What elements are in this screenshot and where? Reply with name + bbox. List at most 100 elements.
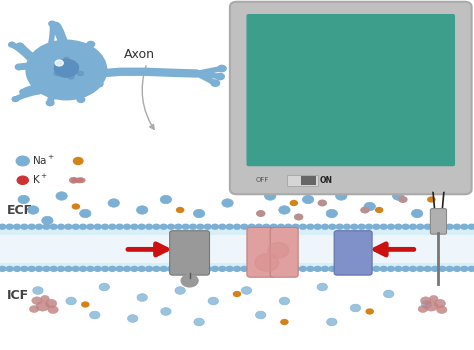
Circle shape [318,199,327,206]
FancyBboxPatch shape [230,2,472,194]
Circle shape [255,224,263,230]
Circle shape [79,178,85,183]
Circle shape [57,266,65,272]
Circle shape [350,266,358,272]
Circle shape [255,311,266,319]
Circle shape [343,224,351,230]
Circle shape [364,202,375,211]
Circle shape [18,195,29,204]
Circle shape [306,266,315,272]
Circle shape [372,266,381,272]
Circle shape [0,224,7,230]
Circle shape [379,224,388,230]
Circle shape [49,224,58,230]
Circle shape [218,266,227,272]
Circle shape [49,266,58,272]
Circle shape [145,266,153,272]
Circle shape [327,318,337,326]
Circle shape [79,266,87,272]
Circle shape [54,71,60,76]
Circle shape [328,224,337,230]
Circle shape [16,43,24,49]
Circle shape [77,97,85,103]
Circle shape [233,224,241,230]
Bar [0,249,474,270]
Circle shape [71,178,78,183]
Circle shape [189,266,197,272]
Circle shape [431,224,439,230]
Circle shape [42,224,51,230]
Circle shape [326,209,337,218]
Circle shape [57,224,65,230]
Circle shape [387,266,395,272]
Circle shape [357,266,366,272]
Circle shape [427,196,436,203]
Circle shape [59,64,64,69]
Circle shape [174,224,182,230]
Circle shape [16,156,29,166]
Circle shape [29,306,39,313]
Circle shape [32,297,42,304]
Circle shape [20,224,28,230]
Circle shape [13,266,21,272]
Circle shape [167,266,175,272]
Circle shape [365,266,373,272]
Circle shape [161,308,171,315]
Circle shape [284,224,292,230]
Circle shape [123,266,131,272]
Circle shape [350,304,361,312]
Text: ON: ON [320,176,333,185]
Circle shape [336,266,344,272]
Circle shape [72,266,80,272]
Circle shape [233,266,241,272]
Circle shape [42,216,53,225]
Text: Na$^+$: Na$^+$ [32,154,55,167]
Circle shape [159,266,168,272]
Bar [301,176,316,185]
Circle shape [72,224,80,230]
Circle shape [387,224,395,230]
FancyBboxPatch shape [170,231,210,275]
Circle shape [401,224,410,230]
Circle shape [379,266,388,272]
Circle shape [394,224,402,230]
Circle shape [48,306,58,314]
Circle shape [55,60,63,66]
Circle shape [226,266,234,272]
Circle shape [269,266,278,272]
Circle shape [365,224,373,230]
Circle shape [196,224,205,230]
Circle shape [108,266,117,272]
Circle shape [79,224,87,230]
Circle shape [416,224,425,230]
Circle shape [240,266,248,272]
Circle shape [64,266,73,272]
Circle shape [101,224,109,230]
Circle shape [360,206,370,214]
Circle shape [86,224,95,230]
Circle shape [241,287,252,294]
FancyBboxPatch shape [246,14,455,166]
Circle shape [299,266,307,272]
Circle shape [68,75,74,79]
Circle shape [12,97,19,102]
Circle shape [41,295,49,302]
Circle shape [101,266,109,272]
Circle shape [26,40,107,100]
Text: Axon: Axon [124,48,155,61]
Circle shape [290,200,298,206]
Circle shape [115,224,124,230]
Circle shape [20,89,27,95]
Circle shape [56,192,67,200]
Circle shape [262,266,271,272]
Circle shape [268,243,289,258]
Circle shape [343,266,351,272]
Circle shape [52,22,59,28]
Circle shape [108,199,119,207]
Circle shape [247,266,256,272]
Circle shape [27,266,36,272]
Circle shape [218,224,227,230]
Circle shape [74,178,80,182]
Circle shape [336,192,347,200]
Circle shape [176,207,184,213]
